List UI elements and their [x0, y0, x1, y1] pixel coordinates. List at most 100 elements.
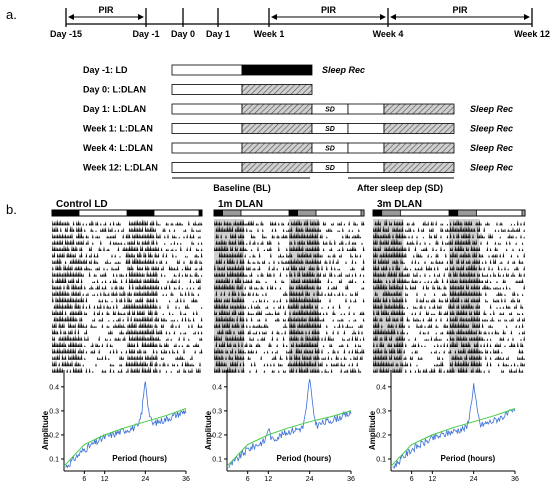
activity-row [373, 283, 525, 290]
pir-arrow-head-left [271, 14, 277, 20]
light-segment [171, 64, 243, 76]
activity-row [214, 302, 350, 309]
timeline-label: Week 12 [514, 29, 550, 39]
light-segment [171, 84, 243, 95]
dark-period-segment [51, 209, 80, 217]
y-tick-label: 0.1 [376, 456, 386, 463]
light-onset-marker [373, 210, 383, 216]
activity-row [52, 238, 203, 245]
y-tick-label: 0.4 [49, 384, 59, 391]
activity-row [373, 257, 524, 264]
activity-row [214, 244, 365, 251]
dlan-segment [383, 142, 455, 154]
activity-row [52, 334, 203, 341]
activity-row [214, 334, 365, 341]
panel-label-a: a. [6, 7, 17, 22]
activity-row [373, 366, 524, 373]
activity-row [215, 340, 362, 347]
activity-row [373, 327, 525, 335]
significance-line [226, 410, 352, 467]
dlan-segment [241, 123, 313, 134]
activity-row [52, 283, 201, 290]
activity-row [52, 263, 203, 271]
pir-arrow-head-right [524, 14, 530, 20]
activity-row [215, 231, 362, 239]
activity-row [373, 308, 524, 315]
actogram-title: Control LD [56, 199, 108, 210]
dark-segment [241, 64, 313, 76]
sleep-rec-label: Sleep Rec [470, 143, 513, 153]
light-segment [347, 103, 385, 115]
sd-label: SD [325, 146, 335, 153]
activity-row [215, 257, 365, 264]
dlan-segment [241, 162, 313, 173]
activity-row [373, 315, 525, 322]
dlan-segment [241, 103, 313, 115]
activity-row [214, 321, 363, 328]
x-axis-label: Period (hours) [112, 454, 167, 463]
timeline-label: Day -15 [50, 29, 82, 39]
activity-row [373, 353, 525, 360]
dark-period-segment [360, 209, 365, 217]
activity-row [214, 347, 365, 354]
periodogram: 0.1 0.2 0.3 0.4 6 12 24 36 Amplitude Period (hour… [41, 370, 190, 482]
baseline-label: Baseline (BL) [213, 183, 271, 193]
activity-row [373, 359, 525, 367]
actogram-panels: Control LD 1m DLAN 3m DLAN [51, 199, 526, 373]
activity-row [373, 302, 524, 309]
activity-row [215, 289, 358, 296]
light-segment [347, 162, 385, 173]
y-tick-label: 0.3 [49, 408, 59, 415]
x-tick-label: 36 [347, 476, 355, 482]
timeline-label: Week 4 [373, 29, 404, 39]
activity-row [214, 295, 365, 303]
activity-row [52, 353, 193, 360]
x-tick-label: 36 [182, 476, 190, 482]
pir-arrow-head-left [390, 14, 396, 20]
timeline-label: Week 1 [254, 29, 285, 39]
x-tick-label: 12 [101, 476, 109, 482]
dlan-segment [241, 142, 313, 154]
activity-row [373, 321, 524, 328]
x-tick-label: 24 [306, 476, 314, 482]
activity-row [373, 295, 521, 303]
panel-label-b: b. [6, 202, 17, 217]
light-segment [171, 103, 243, 115]
dark-period-segment [198, 209, 203, 217]
activity-row [374, 289, 524, 296]
activity-row [215, 225, 360, 232]
activity-row [214, 308, 365, 315]
activity-row [214, 219, 365, 226]
activity-row [52, 289, 200, 296]
protocol-row-label: Day 1: L:DLAN [83, 104, 146, 114]
light-onset-marker [214, 210, 223, 216]
dlan-segment [383, 162, 455, 173]
activity-row [52, 359, 201, 367]
pir-arrow-head-right [138, 14, 144, 20]
pir-arrow-head-right [380, 14, 386, 20]
sd-label: SD [325, 107, 335, 114]
activity-row [373, 231, 525, 239]
y-axis-label: Amplitude [41, 410, 50, 450]
activity-row [217, 328, 363, 335]
y-tick-label: 0.4 [376, 384, 386, 391]
y-axis-label: Amplitude [368, 410, 377, 450]
protocol-row-label: Day 0: L:DLAN [83, 85, 146, 95]
actogram-panel: 1m DLAN [213, 199, 365, 373]
activity-row [52, 251, 203, 258]
x-tick-label: 6 [82, 476, 86, 482]
activity-row [373, 244, 524, 251]
activity-row [52, 257, 203, 264]
activity-row [52, 295, 198, 303]
periodogram: 0.1 0.2 0.3 0.4 6 12 24 36 Amplitude Period (hour… [204, 370, 355, 482]
light-segment [171, 162, 243, 173]
periodogram: 0.1 0.2 0.3 0.4 6 12 24 36 Amplitude Period (hour… [368, 370, 519, 482]
dlan-segment [241, 84, 313, 95]
light-onset-marker [289, 210, 298, 216]
y-tick-label: 0.4 [212, 384, 222, 391]
y-tick-label: 0.1 [49, 456, 59, 463]
significance-line [63, 408, 187, 467]
periodogram-panels: 0.1 0.2 0.3 0.4 6 12 24 36 Amplitude Period (hour… [41, 370, 519, 482]
timeline-label: Day 1 [206, 29, 230, 39]
activity-row [52, 347, 203, 354]
